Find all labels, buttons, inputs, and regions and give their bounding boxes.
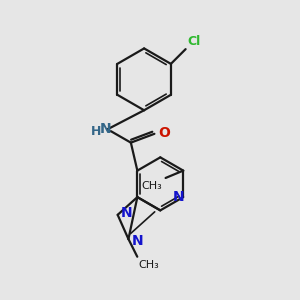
Text: N: N [121,206,133,220]
Text: Cl: Cl [188,35,201,48]
Text: H: H [91,125,101,138]
Text: CH₃: CH₃ [141,181,162,191]
Text: N: N [132,233,144,248]
Text: N: N [100,122,112,136]
Text: N: N [173,190,185,204]
Text: CH₃: CH₃ [139,260,160,270]
Text: O: O [158,126,170,140]
